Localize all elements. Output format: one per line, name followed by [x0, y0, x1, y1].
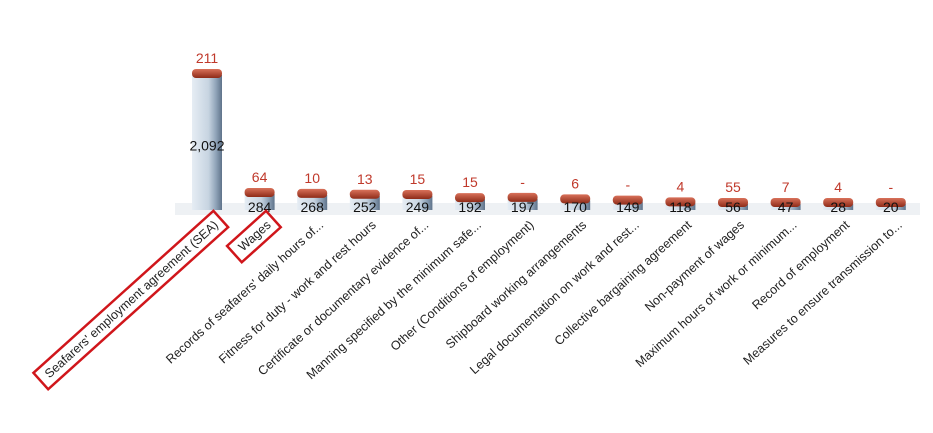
- bar-cap: [507, 192, 538, 202]
- value-label: 149: [616, 199, 640, 215]
- detainable-label: 10: [304, 170, 320, 186]
- bar: [349, 195, 380, 210]
- bar: [402, 195, 433, 210]
- category-label: Non-payment of wages: [642, 218, 747, 314]
- category-label: Record of employment: [749, 217, 852, 312]
- detainable-label: -: [888, 179, 893, 195]
- bar: [665, 203, 696, 210]
- bar-cap: [823, 198, 854, 207]
- detainable-label: 64: [252, 169, 268, 185]
- value-label: 28: [830, 199, 846, 215]
- bar: [244, 194, 275, 210]
- detainable-label: 6: [571, 175, 579, 191]
- value-label: 268: [301, 199, 325, 215]
- bar: [612, 201, 643, 210]
- value-label: 56: [725, 199, 741, 215]
- category-label: Wages: [236, 218, 274, 254]
- bar-cap: [402, 189, 433, 199]
- detainable-label: -: [520, 174, 525, 190]
- detainable-label: -: [625, 177, 630, 193]
- value-label: 192: [458, 199, 482, 215]
- value-label: 249: [406, 199, 430, 215]
- bar-cap: [297, 188, 328, 198]
- detainable-label: 13: [357, 171, 373, 187]
- bar-cap: [560, 194, 591, 204]
- bar-cap: [244, 188, 275, 197]
- bar-cap: [718, 198, 748, 207]
- floor-band: [175, 203, 920, 215]
- highlight-box: [31, 209, 230, 392]
- detainable-label: 55: [725, 179, 741, 195]
- value-label: 252: [353, 199, 377, 215]
- detainable-label: 4: [834, 179, 842, 195]
- highlight-box: [225, 209, 283, 265]
- value-label: 170: [564, 199, 588, 215]
- bar-cap: [770, 198, 801, 207]
- detainable-label: 211: [196, 50, 219, 66]
- value-label: 20: [883, 199, 899, 215]
- detainable-label: 15: [462, 174, 478, 190]
- bar-cap: [455, 193, 485, 203]
- detainable-label: 4: [677, 178, 685, 194]
- bar-cap: [192, 69, 222, 78]
- bar: [560, 200, 591, 210]
- bar: [455, 199, 485, 210]
- detainable-label: 15: [410, 171, 426, 187]
- detainable-label: 7: [782, 179, 790, 195]
- value-label: 2,092: [189, 138, 224, 154]
- bar-cap: [612, 195, 643, 205]
- bar-cap: [665, 197, 696, 207]
- bar: [192, 75, 222, 210]
- category-label: Seafarers' employment agreement (SEA): [42, 218, 221, 381]
- bar-cap: [875, 198, 906, 207]
- value-label: 197: [511, 199, 535, 215]
- value-label: 47: [778, 199, 794, 215]
- bar-cap: [349, 189, 380, 199]
- value-label: 118: [669, 199, 692, 215]
- bar: [297, 194, 328, 210]
- bar: [507, 198, 538, 210]
